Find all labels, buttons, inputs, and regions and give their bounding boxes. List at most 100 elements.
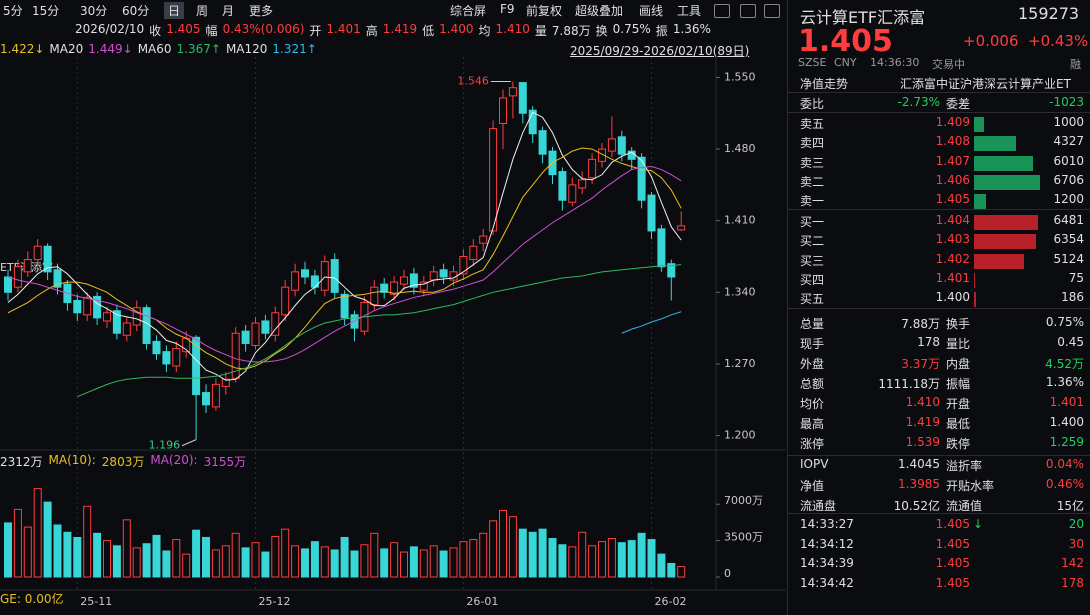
volume-bar [182,553,191,578]
candle-body [73,299,82,314]
period-tab[interactable]: 60分 [122,4,150,18]
volume-bar [607,538,616,578]
book-bar [974,292,976,308]
candle-body [419,281,428,291]
volume-legend: 2312万 MA(10): 2803万 MA(20): 3155万 [0,453,246,470]
stat-value: 1.419 [905,415,940,429]
volume-bar [73,536,82,578]
book-bar [974,174,1040,190]
volume-bar [390,542,399,578]
book-bar [974,234,1037,250]
stat-label: 换手 [946,317,971,331]
stat-label: 现手 [800,337,825,351]
period-tab[interactable]: 15分 [32,4,60,18]
period-tab[interactable]: 周 [196,4,209,18]
stat-label: 最高 [800,417,825,431]
x-tick-label: 25-12 [259,595,291,608]
book-bar [974,117,984,132]
info-value: 1.410 [495,22,530,36]
volume-bar [588,545,597,578]
candle-body [33,245,42,261]
candle-body [538,130,547,155]
candle-body [202,392,210,406]
candle-body [251,322,260,347]
book-volume: 1200 [1053,192,1084,207]
period-tab[interactable]: 月 [222,4,235,18]
stat-value: 0.04% [1045,457,1084,471]
icon-button[interactable] [714,4,730,18]
change-pct: +0.43% [1028,32,1089,50]
volume-bar [469,539,478,578]
legend-value: 1.422↓ [0,42,45,56]
candle-body [13,266,22,288]
period-tab[interactable]: 30分 [80,4,108,18]
tool-button[interactable]: 前复权 [526,4,563,18]
candle-body [43,245,52,273]
stat-value: 15亿 [1056,499,1084,513]
volume-bar [627,540,636,578]
tool-button[interactable]: 超级叠加 [575,4,624,18]
stat-value: 1.4045 [898,457,940,471]
candle-body [429,271,438,281]
candle-body [132,307,141,326]
candle-body [607,138,616,152]
candle-body [370,286,379,306]
legend-name: MA(20): [150,453,198,467]
legend-name: MA60 [137,42,172,56]
stat-label: IOPV [800,457,829,471]
ratio-label: 委比 [800,97,825,111]
volume-bar [301,548,309,578]
volume-bar [83,505,92,578]
candle-body [528,109,537,135]
volume-bar [617,542,626,578]
stat-label: 涨停 [800,437,825,451]
tool-button[interactable]: F9 [500,2,515,16]
book-price: 1.408 [935,134,970,149]
volume-bar [251,542,260,578]
info-value: 1.405 [166,22,201,36]
stat-value: 7.88万 [901,317,940,331]
volume-bar [53,524,62,578]
tool-button[interactable]: 画线 [639,4,664,18]
candle-body [291,271,300,291]
book-volume: 4327 [1053,134,1084,149]
x-tick-label: 26-02 [655,595,687,608]
candle-body [142,307,151,344]
info-value: 1.36% [672,22,711,36]
candle-body [390,281,399,295]
nav-link[interactable]: 净值走势 [800,77,849,91]
candle-body [409,273,418,288]
tool-button[interactable]: 综合屏 [450,4,487,18]
candle-body [400,276,408,285]
info-bar: 2026/02/10 收 1.405 幅 0.43%(0.006) 开 1.401 高 1.41… [75,22,711,39]
period-tab[interactable]: 日 [164,2,185,19]
stat-label: 总量 [800,317,825,331]
candle-body [459,256,468,275]
volume-bar [340,536,349,578]
period-tab[interactable]: 更多 [249,4,274,18]
book-label: 卖三 [800,155,825,170]
candle-body [340,293,349,319]
trade-volume: 178 [1061,575,1084,590]
ma-line [7,111,682,381]
legend-name: MA(10): [48,453,96,467]
trade-time: 14:33:27 [800,517,854,531]
security-code: 159273 [1018,4,1080,23]
volume-bar [528,531,537,578]
volume-bar [439,550,448,578]
volume-bar [578,531,587,578]
candle-body [162,351,171,365]
volume-bar [211,549,220,578]
book-volume: 6481 [1053,213,1084,227]
book-bar [974,253,1025,269]
icon-button[interactable] [764,4,780,18]
fund-name: 汇添富中证沪港深云计算产业ET [900,77,1071,91]
period-tab[interactable]: 5分 [3,4,23,18]
icon-button[interactable] [740,4,756,18]
candle-body [647,194,656,232]
tool-button[interactable]: 工具 [677,4,702,18]
candle-body [568,184,577,203]
candle-body [93,295,102,319]
stat-label: 量比 [946,337,971,351]
stat-value: 1.36% [1045,375,1084,389]
